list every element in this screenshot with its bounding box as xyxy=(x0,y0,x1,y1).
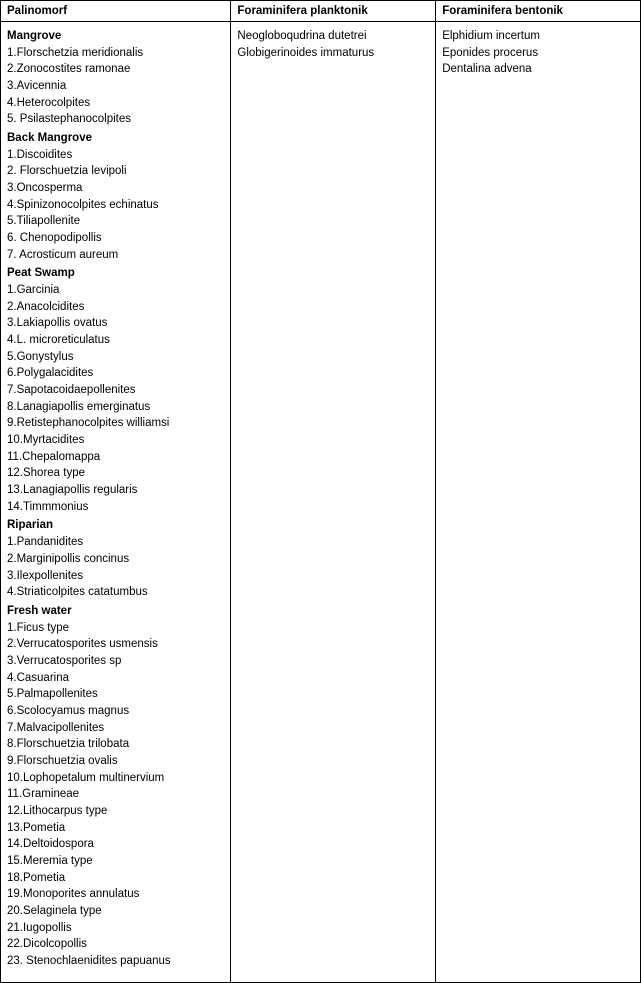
list-item: 6.Polygalacidites xyxy=(7,365,224,382)
group-title: Peat Swamp xyxy=(7,265,224,282)
list-item: 18.Pometia xyxy=(7,870,224,887)
cell-bentonik: Elphidium incertumEponides procerusDenta… xyxy=(436,22,641,983)
list-item: Eponides procerus xyxy=(442,45,634,62)
list-item: 3.Avicennia xyxy=(7,78,224,95)
list-item: 19.Monoporites annulatus xyxy=(7,886,224,903)
list-item: 7.Sapotacoidaepollenites xyxy=(7,382,224,399)
list-item: 4.Casuarina xyxy=(7,670,224,687)
list-item: 11.Chepalomappa xyxy=(7,449,224,466)
list-item: 6.Scolocyamus magnus xyxy=(7,703,224,720)
list-item: 4.Spinizonocolpites echinatus xyxy=(7,197,224,214)
group-title: Fresh water xyxy=(7,603,224,620)
list-item: 7. Acrosticum aureum xyxy=(7,247,224,264)
list-item: 8.Florschuetzia trilobata xyxy=(7,736,224,753)
list-item: 3.Ilexpollenites xyxy=(7,568,224,585)
list-item: 10.Myrtacidites xyxy=(7,432,224,449)
list-item: Elphidium incertum xyxy=(442,28,634,45)
list-item: 5.Gonystylus xyxy=(7,349,224,366)
list-item: 3.Oncosperma xyxy=(7,180,224,197)
list-item: 20.Selaginela type xyxy=(7,903,224,920)
cell-planktonik: Neogloboqudrina dutetreiGlobigerinoides … xyxy=(231,22,436,983)
list-item: 21.Iugopollis xyxy=(7,920,224,937)
col-header-palinomorf: Palinomorf xyxy=(1,1,231,22)
list-item: 12.Shorea type xyxy=(7,465,224,482)
list-item: 22.Dicolcopollis xyxy=(7,936,224,953)
list-item: 8.Lanagiapollis emerginatus xyxy=(7,399,224,416)
col-header-bentonik: Foraminifera bentonik xyxy=(436,1,641,22)
list-item: 9.Retistephanocolpites williamsi xyxy=(7,415,224,432)
list-item: Globigerinoides immaturus xyxy=(237,45,429,62)
group-title: Mangrove xyxy=(7,28,224,45)
cell-palinomorf: Mangrove1.Florschetzia meridionalis2.Zon… xyxy=(1,22,231,983)
list-item: 11.Gramineae xyxy=(7,786,224,803)
list-item: 6. Chenopodipollis xyxy=(7,230,224,247)
list-item: 4.Heterocolpites xyxy=(7,95,224,112)
species-table: Palinomorf Foraminifera planktonik Foram… xyxy=(0,0,641,983)
list-item: Neogloboqudrina dutetrei xyxy=(237,28,429,45)
list-item: 14.Deltoidospora xyxy=(7,836,224,853)
list-item: 15.Meremia type xyxy=(7,853,224,870)
list-item: 3.Lakiapollis ovatus xyxy=(7,315,224,332)
list-item: 13.Lanagiapollis regularis xyxy=(7,482,224,499)
list-item: 4.Striaticolpites catatumbus xyxy=(7,584,224,601)
list-item: 2.Anacolcidites xyxy=(7,299,224,316)
list-item: 23. Stenochlaenidites papuanus xyxy=(7,953,224,970)
list-item: 4.L. microreticulatus xyxy=(7,332,224,349)
list-item: 7.Malvacipollenites xyxy=(7,720,224,737)
list-item: 14.Timmmonius xyxy=(7,499,224,516)
data-row: Mangrove1.Florschetzia meridionalis2.Zon… xyxy=(1,22,641,983)
list-item: 5.Palmapollenites xyxy=(7,686,224,703)
col-header-planktonik: Foraminifera planktonik xyxy=(231,1,436,22)
list-item: 2.Verrucatosporites usmensis xyxy=(7,636,224,653)
list-item: 1.Pandanidites xyxy=(7,534,224,551)
list-item: 2.Zonocostites ramonae xyxy=(7,61,224,78)
list-item: 2. Florschuetzia levipoli xyxy=(7,163,224,180)
group-title: Riparian xyxy=(7,517,224,534)
list-item: 1.Ficus type xyxy=(7,620,224,637)
list-item: 9.Florschuetzia ovalis xyxy=(7,753,224,770)
list-item: 5.Tiliapollenite xyxy=(7,213,224,230)
list-item: 12.Lithocarpus type xyxy=(7,803,224,820)
list-item: 3.Verrucatosporites sp xyxy=(7,653,224,670)
list-item: 1.Garcinia xyxy=(7,282,224,299)
list-item: 1.Discoidites xyxy=(7,147,224,164)
list-item: 2.Marginipollis concinus xyxy=(7,551,224,568)
list-item: 1.Florschetzia meridionalis xyxy=(7,45,224,62)
group-title: Back Mangrove xyxy=(7,130,224,147)
list-item: Dentalina advena xyxy=(442,61,634,78)
list-item: 5. Psilastephanocolpites xyxy=(7,111,224,128)
header-row: Palinomorf Foraminifera planktonik Foram… xyxy=(1,1,641,22)
list-item: 13.Pometia xyxy=(7,820,224,837)
list-item: 10.Lophopetalum multinervium xyxy=(7,770,224,787)
